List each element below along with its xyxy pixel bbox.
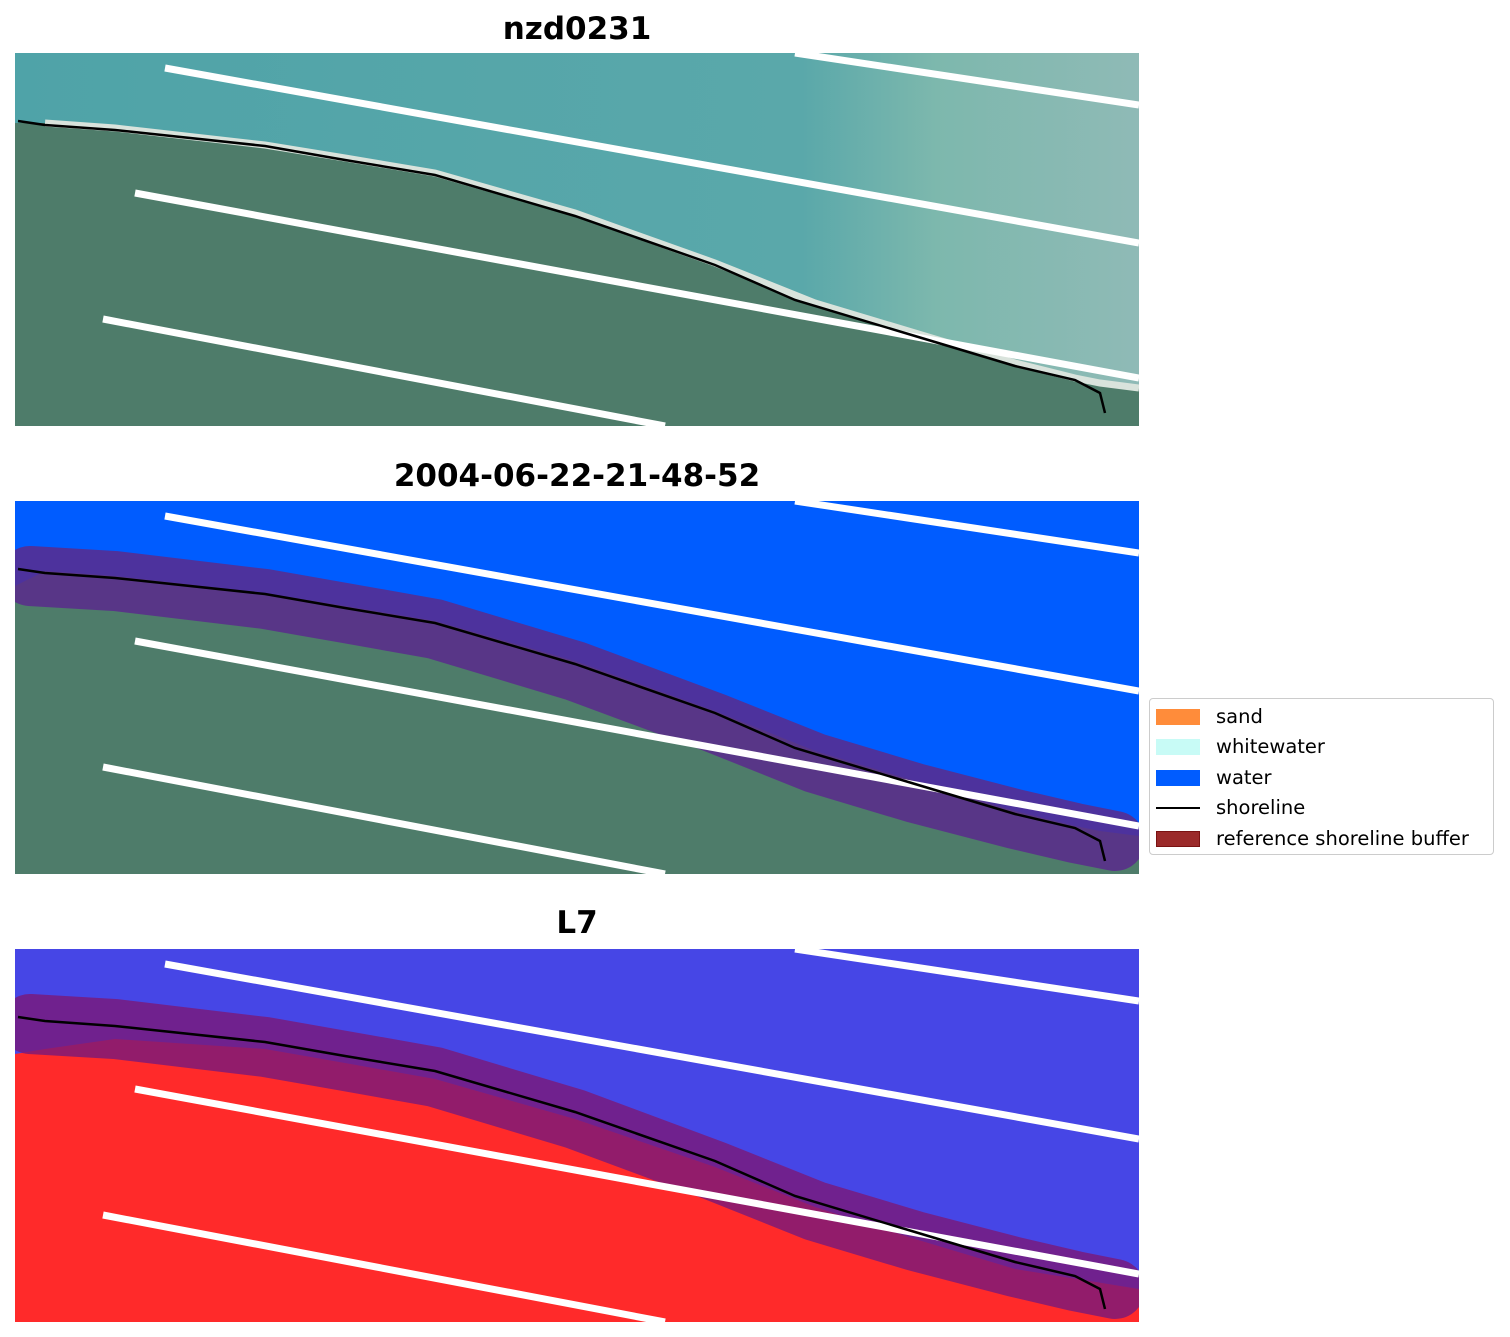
scanline-gaps bbox=[102, 501, 1139, 874]
legend: sand whitewater water shoreline referenc… bbox=[1149, 698, 1494, 855]
legend-item-whitewater: whitewater bbox=[1156, 735, 1493, 765]
shoreline-swatch bbox=[1156, 807, 1200, 810]
reference-shoreline-buffer bbox=[15, 994, 1139, 1319]
legend-label: shoreline bbox=[1216, 796, 1306, 820]
panel-title-index: L7 bbox=[556, 905, 598, 941]
buffer-swatch bbox=[1156, 830, 1200, 847]
legend-label: sand bbox=[1216, 705, 1263, 728]
panel-title-classified: 2004-06-22-21-48-52 bbox=[393, 458, 761, 494]
shoreline bbox=[17, 1015, 1107, 1310]
legend-item-sand: sand bbox=[1156, 705, 1493, 735]
index-image bbox=[15, 949, 1139, 1322]
rgb-image-panel bbox=[15, 53, 1139, 426]
reference-shoreline-buffer bbox=[15, 546, 1139, 871]
legend-item-shoreline: shoreline bbox=[1156, 796, 1493, 826]
legend-label: water bbox=[1216, 765, 1272, 789]
water-swatch bbox=[1156, 769, 1200, 786]
index-image-panel bbox=[15, 949, 1139, 1322]
shoreline bbox=[17, 567, 1107, 862]
sand-swatch bbox=[1156, 709, 1200, 725]
shoreline bbox=[17, 119, 1107, 414]
classified-image bbox=[15, 501, 1139, 874]
scanline-gaps bbox=[102, 53, 1139, 426]
legend-label: whitewater bbox=[1216, 735, 1325, 759]
rgb-satellite-image bbox=[15, 53, 1139, 426]
whitewater-swatch bbox=[1156, 739, 1200, 756]
panel-title-rgb: nzd0231 bbox=[502, 11, 652, 47]
legend-item-water: water bbox=[1156, 766, 1493, 796]
legend-label: reference shoreline buffer bbox=[1216, 826, 1469, 850]
legend-item-buffer: reference shoreline buffer bbox=[1156, 827, 1493, 857]
scanline-gaps bbox=[102, 949, 1139, 1322]
classified-image-panel bbox=[15, 501, 1139, 874]
